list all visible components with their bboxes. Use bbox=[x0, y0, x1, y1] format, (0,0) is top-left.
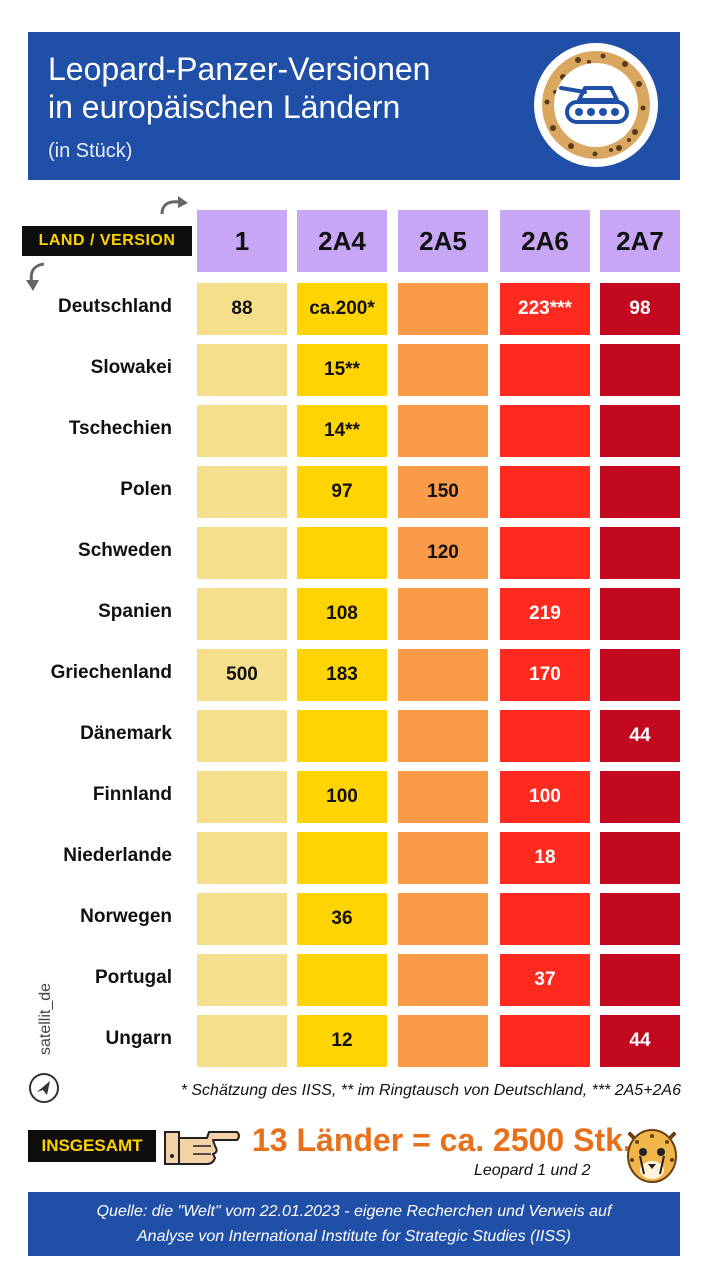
table-cell bbox=[197, 405, 287, 457]
total-text: 13 Länder = ca. 2500 Stk. bbox=[252, 1122, 632, 1158]
chart-title: Leopard-Panzer-Versionen in europäischen… bbox=[48, 51, 431, 125]
watermark: satellit_de bbox=[37, 982, 55, 1056]
column-header-2a7: 2A7 bbox=[600, 210, 680, 272]
table-cell: 219 bbox=[500, 588, 590, 640]
table-cell bbox=[197, 832, 287, 884]
table-cell bbox=[600, 649, 680, 701]
column-header-2a5: 2A5 bbox=[398, 210, 488, 272]
curved-arrow-icon bbox=[26, 262, 45, 291]
country-label: Niederlande bbox=[63, 845, 172, 866]
country-label: Finnland bbox=[92, 784, 172, 805]
country-label: Tschechien bbox=[68, 418, 172, 439]
pointing-hand-icon bbox=[164, 1131, 240, 1165]
table-cell bbox=[398, 588, 488, 640]
table-cell bbox=[197, 588, 287, 640]
table-cell: 88 bbox=[197, 283, 287, 335]
table-cell bbox=[500, 1015, 590, 1067]
table-cell bbox=[398, 283, 488, 335]
table-cell bbox=[398, 893, 488, 945]
cheetah-icon bbox=[627, 1129, 677, 1183]
table-cell bbox=[500, 710, 590, 762]
table-cell bbox=[398, 954, 488, 1006]
table-cell bbox=[297, 954, 387, 1006]
column-header-2a6: 2A6 bbox=[500, 210, 590, 272]
table-cell: 223*** bbox=[500, 283, 590, 335]
footnote: * Schätzung des IISS, ** im Ringtausch v… bbox=[180, 1082, 681, 1099]
table-cell bbox=[197, 710, 287, 762]
table-cell bbox=[398, 1015, 488, 1067]
table-cell: 170 bbox=[500, 649, 590, 701]
table-cell: 18 bbox=[500, 832, 590, 884]
table-cell bbox=[600, 893, 680, 945]
table-cell bbox=[297, 527, 387, 579]
chart-subtitle: (in Stück) bbox=[48, 140, 133, 162]
table-cell: 120 bbox=[398, 527, 488, 579]
table-cell: 100 bbox=[500, 771, 590, 823]
table-cell bbox=[500, 527, 590, 579]
table-cell bbox=[197, 527, 287, 579]
table-cell: 150 bbox=[398, 466, 488, 518]
table-cell bbox=[197, 771, 287, 823]
country-label: Schweden bbox=[78, 540, 172, 561]
country-label: Slowakei bbox=[90, 357, 172, 378]
table-cell bbox=[600, 588, 680, 640]
table-cell bbox=[297, 710, 387, 762]
table-cell: 500 bbox=[197, 649, 287, 701]
table-cell bbox=[197, 1015, 287, 1067]
table-cell bbox=[500, 405, 590, 457]
tank-icon bbox=[534, 43, 658, 167]
table-cell: 108 bbox=[297, 588, 387, 640]
country-label: Griechenland bbox=[50, 662, 172, 683]
table-cell: 44 bbox=[600, 1015, 680, 1067]
table-cell: 36 bbox=[297, 893, 387, 945]
table-cell bbox=[197, 954, 287, 1006]
table-cell bbox=[500, 344, 590, 396]
table-cell: 98 bbox=[600, 283, 680, 335]
table-cell: 97 bbox=[297, 466, 387, 518]
table-cell bbox=[500, 466, 590, 518]
country-label: Spanien bbox=[98, 601, 172, 622]
table-cell bbox=[600, 527, 680, 579]
table-cell bbox=[600, 466, 680, 518]
send-icon bbox=[29, 1073, 59, 1103]
table-cell bbox=[398, 771, 488, 823]
table-cell: 15** bbox=[297, 344, 387, 396]
table-cell: 100 bbox=[297, 771, 387, 823]
column-header-2a4: 2A4 bbox=[297, 210, 387, 272]
table-cell bbox=[197, 893, 287, 945]
country-label: Norwegen bbox=[80, 906, 172, 927]
table-cell bbox=[398, 832, 488, 884]
table-cell bbox=[197, 466, 287, 518]
table-cell: 37 bbox=[500, 954, 590, 1006]
table-cell bbox=[600, 344, 680, 396]
table-cell bbox=[600, 771, 680, 823]
table-cell: 14** bbox=[297, 405, 387, 457]
table-cell bbox=[398, 649, 488, 701]
source-banner: Quelle: die "Welt" vom 22.01.2023 - eige… bbox=[28, 1192, 680, 1256]
table-cell bbox=[600, 405, 680, 457]
table-cell bbox=[600, 832, 680, 884]
table-cell: ca.200* bbox=[297, 283, 387, 335]
land-version-label: LAND / VERSION bbox=[22, 226, 192, 256]
country-label: Dänemark bbox=[80, 723, 172, 744]
header-banner: Leopard-Panzer-Versionen in europäischen… bbox=[28, 32, 680, 180]
country-label: Ungarn bbox=[105, 1028, 173, 1049]
table-cell: 44 bbox=[600, 710, 680, 762]
country-label: Portugal bbox=[94, 967, 172, 988]
country-label: Polen bbox=[120, 479, 172, 500]
table-cell bbox=[500, 893, 590, 945]
table-cell bbox=[398, 344, 488, 396]
country-label: Deutschland bbox=[57, 296, 172, 317]
table-cell: 183 bbox=[297, 649, 387, 701]
table-cell bbox=[398, 710, 488, 762]
table-cell bbox=[600, 954, 680, 1006]
table-cell bbox=[297, 832, 387, 884]
table-cell bbox=[398, 405, 488, 457]
curved-arrow-icon bbox=[160, 196, 188, 215]
table-cell: 12 bbox=[297, 1015, 387, 1067]
column-header-1: 1 bbox=[197, 210, 287, 272]
total-note: Leopard 1 und 2 bbox=[474, 1162, 591, 1179]
total-label: INSGESAMT bbox=[28, 1130, 156, 1162]
table-cell bbox=[197, 344, 287, 396]
